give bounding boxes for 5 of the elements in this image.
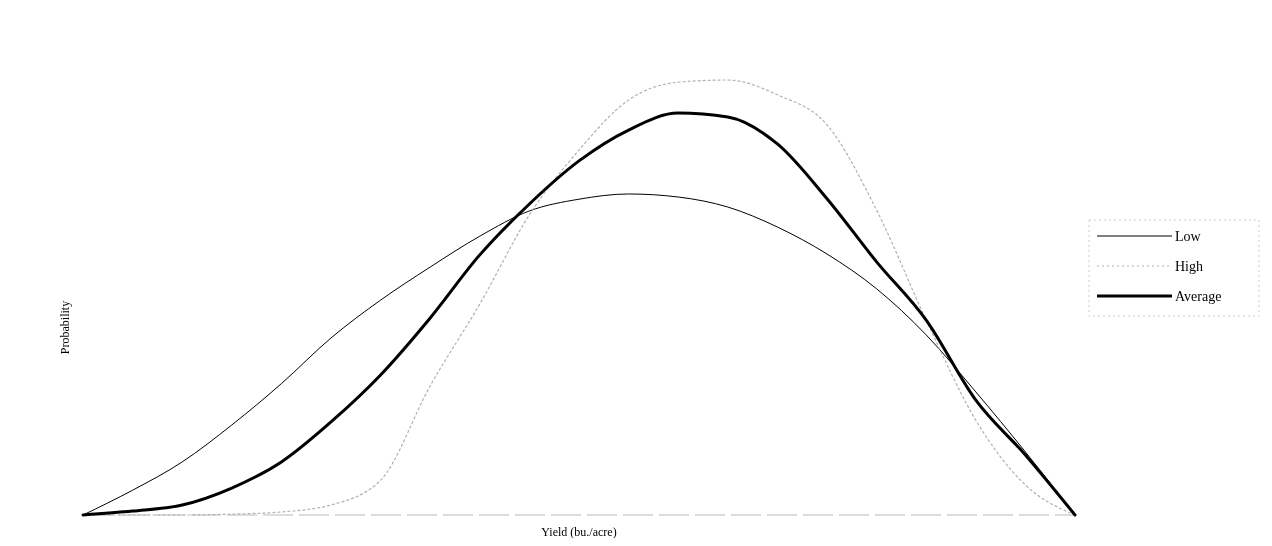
text: High [1175, 259, 1203, 274]
text: Low [1175, 229, 1202, 244]
text: Average [1175, 289, 1222, 304]
y-axis-title: Probability [58, 300, 72, 355]
x-axis-title: Yield (bu./acre) [541, 525, 617, 539]
